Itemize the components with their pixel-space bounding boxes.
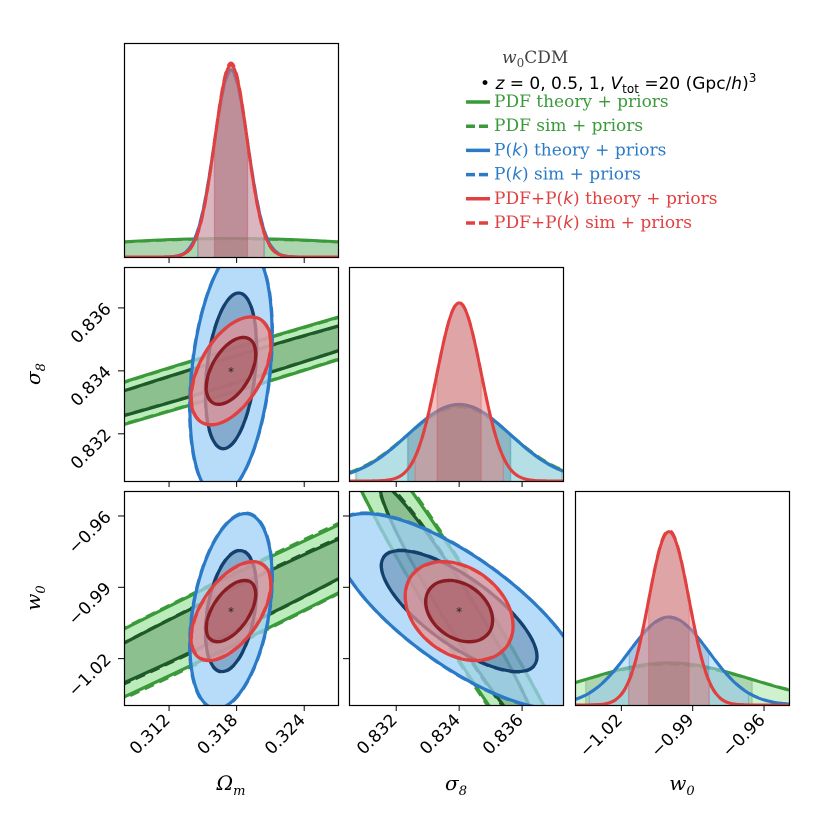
contour-line-68 xyxy=(204,578,258,644)
legend-entry-label: P(k) theory + priors xyxy=(494,140,666,160)
marginal-band-68 xyxy=(437,302,482,481)
panel-1d-Om xyxy=(124,61,338,257)
x-axis-label-w0: w0 xyxy=(669,771,694,799)
legend-subtitle: • z = 0, 0.5, 1, Vtot =20 (Gpc/h)3 xyxy=(480,71,756,96)
panel-frame xyxy=(348,490,565,707)
legend-entry-label: PDF+P(k) sim + priors xyxy=(494,213,692,233)
panel-s8-vs-w0: * xyxy=(349,491,563,705)
panel-frame xyxy=(574,490,791,707)
legend-entry-label: PDF+P(k) theory + priors xyxy=(494,189,717,209)
contour-line-95 xyxy=(403,560,515,662)
fiducial-marker: * xyxy=(228,605,234,619)
x-tick-label: −1.02 xyxy=(576,710,627,761)
panel-frame xyxy=(123,490,340,707)
marginal-band xyxy=(198,64,264,257)
panel-frame xyxy=(123,42,340,259)
contour-line-95 xyxy=(124,521,338,701)
legend-subtitle-dot: • xyxy=(480,74,495,94)
legend-entry-label: PDF theory + priors xyxy=(494,92,669,112)
marginal-band-68 xyxy=(648,531,690,705)
fiducial-marker: * xyxy=(456,605,462,619)
contour-fill-68 xyxy=(425,580,493,642)
y-tick-label: 0.832 xyxy=(67,425,116,474)
y-tick-label: 0.836 xyxy=(67,299,116,348)
x-axis-label-sigma8: σ8 xyxy=(445,771,467,799)
panel-1d-w0 xyxy=(575,528,789,705)
panel-1d-s8 xyxy=(349,300,563,481)
contour-fill-68 xyxy=(206,580,256,642)
legend-entry-label: PDF sim + priors xyxy=(494,116,643,136)
marginal-curve xyxy=(124,237,338,244)
x-axis-label-omega-m: Ωm xyxy=(216,771,246,799)
y-axis-label-sigma8: σ8 xyxy=(21,363,49,385)
panel-frame xyxy=(348,266,565,483)
x-tick-label: 0.324 xyxy=(261,710,310,759)
y-tick-label: −0.96 xyxy=(65,507,116,558)
contour-line-68 xyxy=(204,335,258,406)
contour-line-95 xyxy=(349,511,563,705)
legend-title-cdm: CDM xyxy=(524,48,568,68)
x-tick-label: 0.318 xyxy=(194,710,243,759)
y-tick-label: 0.834 xyxy=(67,362,116,411)
x-tick-label: −0.96 xyxy=(719,710,770,761)
panel-Om-vs-s8: * xyxy=(124,267,338,481)
y-axis-label-w0: w0 xyxy=(21,585,49,610)
contour-line-95 xyxy=(188,511,274,705)
panel-frame xyxy=(123,266,340,483)
x-tick-label: 0.836 xyxy=(479,710,528,759)
x-tick-label: 0.312 xyxy=(126,710,175,759)
legend-entry-label: P(k) sim + priors xyxy=(494,165,641,185)
fiducial-marker: * xyxy=(228,365,234,379)
contour-line-68 xyxy=(424,578,495,644)
panel-Om-vs-w0: * xyxy=(124,511,338,705)
legend: w0CDM • z = 0, 0.5, 1, Vtot =20 (Gpc/h)3… xyxy=(466,48,756,233)
marginal-band xyxy=(628,531,710,705)
marginal-band-68 xyxy=(214,64,248,257)
x-tick-label: 0.832 xyxy=(353,710,402,759)
y-tick-label: −0.99 xyxy=(65,579,116,630)
marginal-curve xyxy=(575,615,789,705)
contour-line-95 xyxy=(189,560,273,662)
contour-fill-95 xyxy=(190,561,272,661)
x-tick-label: −0.99 xyxy=(647,710,698,761)
contour-line-95 xyxy=(188,267,274,481)
marginal-band xyxy=(415,302,504,481)
y-tick-label: −1.02 xyxy=(65,650,116,701)
legend-title: w0CDM xyxy=(502,48,568,70)
marginal-curve xyxy=(349,300,563,481)
x-tick-label: 0.834 xyxy=(416,710,465,759)
contour-line-68 xyxy=(203,291,259,451)
marginal-curve xyxy=(575,662,789,692)
contour-line-95 xyxy=(189,315,273,427)
